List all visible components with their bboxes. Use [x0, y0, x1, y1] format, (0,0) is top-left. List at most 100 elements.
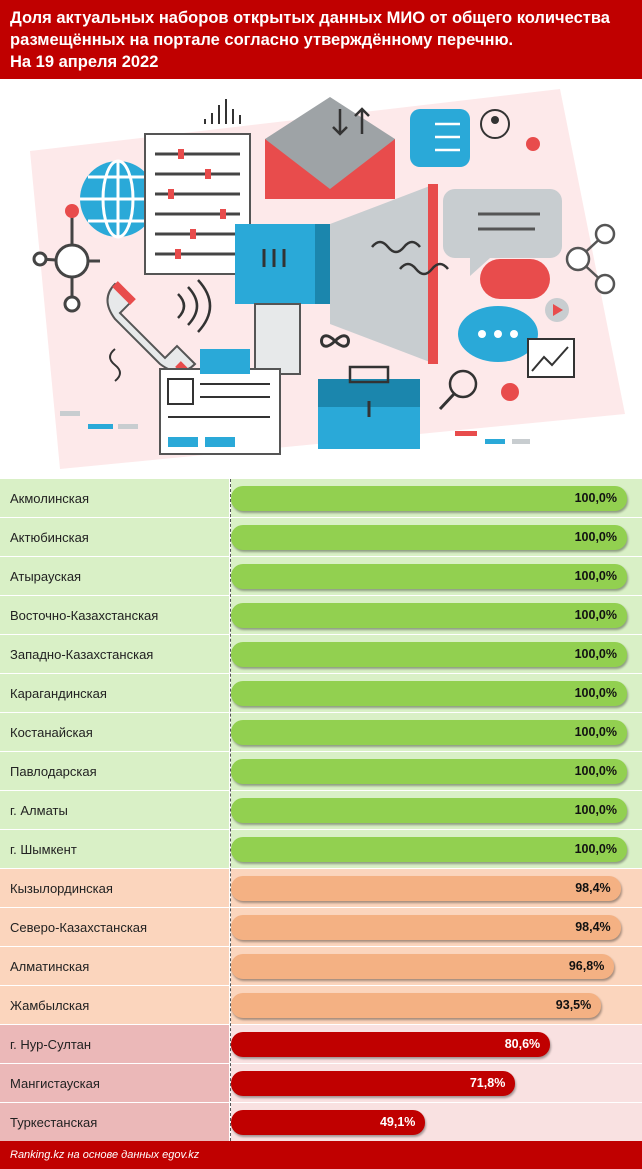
value-label: 98,4%	[575, 920, 611, 934]
briefcase-icon	[318, 365, 420, 449]
document-list-icon	[144, 133, 251, 275]
megaphone-icon	[235, 184, 438, 375]
share-icon	[565, 223, 616, 295]
bar-track: 100,0%	[231, 635, 642, 673]
play-icon	[545, 298, 569, 322]
chart-header: Доля актуальных наборов открытых данных …	[0, 0, 642, 79]
bar-row: г. Шымкент 100,0%	[0, 830, 642, 868]
bar-row: Павлодарская 100,0%	[0, 752, 642, 790]
bar-track: 100,0%	[231, 713, 642, 751]
category-label: Восточно-Казахстанская	[0, 596, 229, 634]
user-icon	[480, 109, 540, 151]
bar-chart: Акмолинская 100,0% Актюбинская 100,0% Атырау…	[0, 479, 642, 1141]
bar: 100,0%	[231, 642, 627, 667]
bar-track: 100,0%	[231, 674, 642, 712]
bar: 100,0%	[231, 798, 627, 823]
bar-row: Жамбылская 93,5%	[0, 986, 642, 1024]
bar-track: 100,0%	[231, 791, 642, 829]
value-label: 100,0%	[574, 530, 617, 544]
value-label: 96,8%	[568, 959, 605, 973]
infinity-icon	[320, 334, 350, 348]
value-label: 100,0%	[574, 569, 617, 583]
bar: 98,4%	[231, 915, 621, 940]
bar: 96,8%	[231, 954, 615, 979]
source-note: Ranking.kz на основе данных egov.kz	[10, 1149, 200, 1161]
bar-track: 80,6%	[231, 1025, 642, 1063]
bar-track: 100,0%	[231, 518, 642, 556]
bar-track: 71,8%	[231, 1064, 642, 1102]
globe-icon	[80, 159, 156, 239]
focus-chat-icon	[480, 259, 550, 299]
category-label: Туркестанская	[0, 1103, 229, 1141]
sound-wave-icon	[371, 240, 449, 276]
category-label: Атырауская	[0, 557, 229, 595]
signal-bars-icon	[204, 99, 241, 124]
category-label: Алматинская	[0, 947, 229, 985]
bar-row: Алматинская 96,8%	[0, 947, 642, 985]
bar-row: Мангистауская 71,8%	[0, 1064, 642, 1102]
bar: 93,5%	[231, 993, 602, 1018]
dots-chat-icon	[458, 306, 538, 362]
value-label: 49,1%	[379, 1115, 416, 1129]
value-label: 100,0%	[574, 491, 617, 505]
bar: 100,0%	[231, 564, 627, 589]
wifi-waves-icon	[177, 279, 212, 333]
chart-baseline	[230, 479, 231, 1141]
category-label: г. Алматы	[0, 791, 229, 829]
bar: 100,0%	[231, 759, 627, 784]
category-label: Акмолинская	[0, 479, 229, 517]
checklist-icon	[410, 109, 470, 167]
bar-row: Туркестанская 49,1%	[0, 1103, 642, 1141]
category-label: г. Шымкент	[0, 830, 229, 868]
search-icon	[438, 369, 519, 411]
bar: 71,8%	[231, 1071, 516, 1096]
bar-row: Карагандинская 100,0%	[0, 674, 642, 712]
bar-row: Западно-Казахстанская 100,0%	[0, 635, 642, 673]
value-label: 98,4%	[575, 881, 611, 895]
category-label: Костанайская	[0, 713, 229, 751]
bar: 100,0%	[231, 837, 627, 862]
category-label: Актюбинская	[0, 518, 229, 556]
value-label: 100,0%	[574, 686, 617, 700]
category-label: Северо-Казахстанская	[0, 908, 229, 946]
bar-track: 100,0%	[231, 557, 642, 595]
chart-title: Доля актуальных наборов открытых данных …	[10, 9, 610, 71]
bar: 100,0%	[231, 720, 627, 745]
decor-dashes-icon	[60, 411, 530, 444]
bar: 100,0%	[231, 603, 627, 628]
bar-row: Костанайская 100,0%	[0, 713, 642, 751]
bar-row: Северо-Казахстанская 98,4%	[0, 908, 642, 946]
bar-row: Кызылординская 98,4%	[0, 869, 642, 907]
value-label: 100,0%	[574, 764, 617, 778]
category-label: Павлодарская	[0, 752, 229, 790]
image-chart-icon	[527, 338, 575, 378]
category-label: Мангистауская	[0, 1064, 229, 1102]
value-label: 100,0%	[574, 608, 617, 622]
chat-bubble-icon	[443, 189, 562, 276]
value-label: 100,0%	[574, 842, 617, 856]
value-label: 93,5%	[555, 998, 592, 1012]
category-label: Жамбылская	[0, 986, 229, 1024]
newspaper-icon	[159, 349, 281, 455]
bar-track: 100,0%	[231, 752, 642, 790]
bar-track: 100,0%	[231, 596, 642, 634]
chart-footer: Ranking.kz на основе данных egov.kz	[0, 1141, 642, 1169]
network-nodes-icon	[32, 204, 100, 313]
open-data-illustration	[30, 89, 625, 469]
bar: 100,0%	[231, 525, 627, 550]
bar: 98,4%	[231, 876, 621, 901]
category-label: Западно-Казахстанская	[0, 635, 229, 673]
value-label: 71,8%	[469, 1076, 506, 1090]
value-label: 100,0%	[574, 803, 617, 817]
bar-track: 98,4%	[231, 869, 642, 907]
bar-track: 98,4%	[231, 908, 642, 946]
bar-row: Восточно-Казахстанская 100,0%	[0, 596, 642, 634]
envelope-icon	[265, 97, 395, 199]
bar: 49,1%	[231, 1110, 426, 1135]
value-label: 80,6%	[504, 1037, 541, 1051]
bar: 100,0%	[231, 486, 627, 511]
bar-row: г. Нур-Султан 80,6%	[0, 1025, 642, 1063]
category-label: Карагандинская	[0, 674, 229, 712]
bar-track: 49,1%	[231, 1103, 642, 1141]
bar-row: Актюбинская 100,0%	[0, 518, 642, 556]
